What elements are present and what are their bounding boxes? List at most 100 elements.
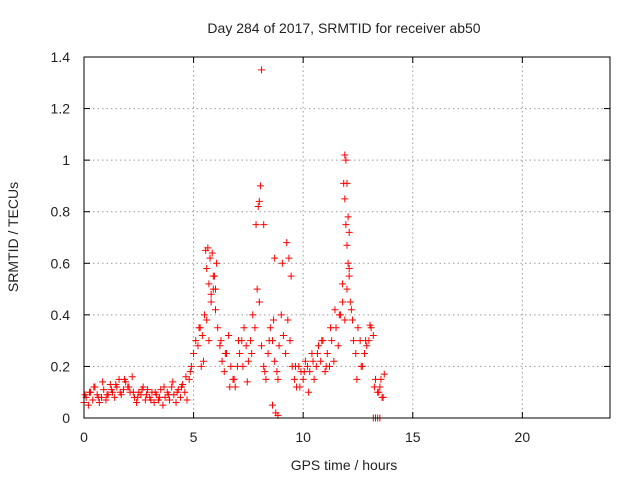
data-point [260,362,268,370]
data-point [204,244,212,252]
data-point [212,285,219,293]
data-points [80,66,388,422]
data-point [291,362,299,370]
data-point [242,342,250,350]
data-point [341,316,349,324]
data-point [159,401,167,409]
x-axis-label: GPS time / hours [291,457,398,473]
data-point [240,324,248,332]
data-point [121,375,129,383]
data-point [277,311,285,319]
data-point [201,311,209,319]
data-point [151,388,159,396]
data-point [273,368,281,376]
data-point [225,331,233,339]
data-point [345,272,353,280]
data-point [220,368,228,376]
gridlines [84,57,610,418]
data-point [352,350,360,358]
data-point [89,396,97,404]
data-point [328,337,336,345]
data-point [90,383,98,391]
data-point [221,350,229,358]
data-point [165,396,173,404]
data-point [260,221,268,229]
data-point [310,375,318,383]
data-point [107,386,115,394]
data-point [361,350,369,358]
axis-ticks [83,56,610,419]
data-point [187,362,195,370]
data-point [284,316,292,324]
data-point [323,350,331,358]
y-tick-label: 0.6 [51,255,71,271]
data-point [178,383,186,391]
data-point [147,396,155,404]
data-point [317,357,325,365]
data-point [266,324,274,332]
data-point [344,259,352,267]
data-point [255,197,263,205]
data-point [271,254,279,262]
data-point [339,280,347,288]
data-point [379,393,387,401]
data-point [169,378,177,386]
x-tick-label: 0 [80,429,88,445]
chart-title: Day 284 of 2017, SRMTID for receiver ab5… [207,20,480,36]
data-point [249,311,257,319]
data-point [182,373,190,381]
data-point [192,337,200,345]
data-point [252,221,260,229]
data-point [230,375,238,383]
x-tick-label: 20 [515,429,531,445]
data-point [343,241,351,249]
data-point [183,396,191,404]
data-point [112,380,120,388]
y-tick-label: 1.4 [51,49,71,65]
data-point [340,179,348,187]
y-tick-label: 0.2 [51,358,71,374]
data-point [296,383,304,391]
data-point [304,362,312,370]
data-point [209,272,217,280]
data-point [327,324,335,332]
y-tick-label: 0.8 [51,204,71,220]
data-point [248,350,256,358]
plot-frame [83,56,611,419]
data-point [103,391,111,399]
data-point [173,388,181,396]
data-point [375,388,383,396]
data-point [102,396,110,404]
data-point [312,362,320,370]
data-point [380,370,388,378]
data-point [244,357,252,365]
data-point [203,264,211,272]
data-point [253,285,261,293]
data-point [258,66,266,74]
data-point [341,151,349,159]
data-point [344,213,352,221]
data-point [348,316,356,324]
data-point [279,331,287,339]
data-point [134,393,142,401]
y-tick-labels: 0 0.2 0.4 0.6 0.8 1 1.2 1.4 [51,49,71,426]
data-point [286,337,294,345]
data-point [212,306,219,314]
data-point [290,375,298,383]
data-point [156,393,164,401]
data-point [205,337,213,345]
data-point [176,393,184,401]
data-point [239,362,247,370]
data-point [116,388,124,396]
data-point [195,324,203,332]
data-point [254,203,262,211]
data-point [129,388,137,396]
data-point [197,362,205,370]
data-point [160,383,168,391]
data-point [207,290,215,298]
data-point [84,401,92,409]
data-point [214,324,222,332]
y-axis-label: SRMTID / TECUs [5,182,21,292]
x-tick-label: 10 [295,429,311,445]
data-point [343,285,351,293]
